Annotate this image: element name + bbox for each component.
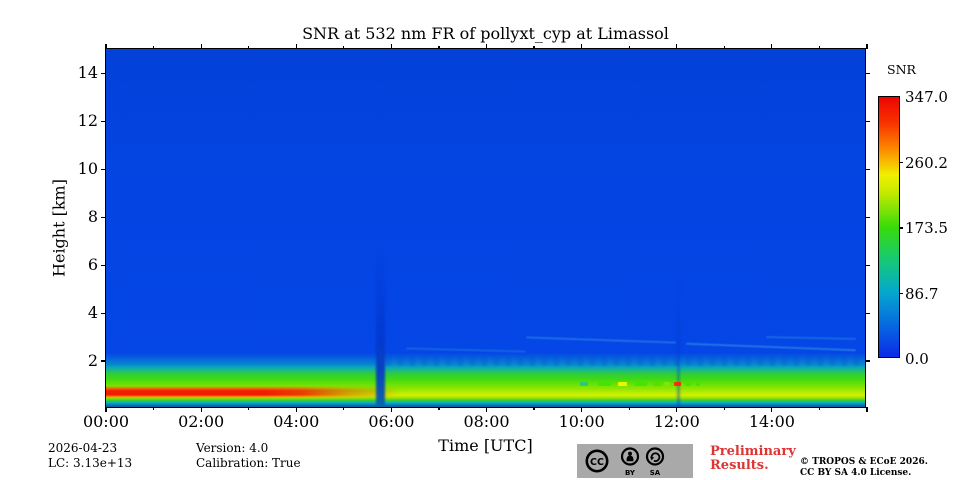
y-tick-label: 10 <box>77 159 98 179</box>
x-tick-label: 08:00 <box>463 412 510 431</box>
colorbar-tick-label: 0.0 <box>905 350 929 368</box>
cc-by-sa-badge-icon: CC BY SA <box>577 444 693 478</box>
y-tick-label: 6 <box>87 255 98 275</box>
high-snr-speck <box>663 382 670 386</box>
x-axis-label: Time [UTC] <box>438 436 533 455</box>
y-tick-label: 12 <box>77 111 98 131</box>
surface-high-snr-band <box>106 386 411 398</box>
plot-area: 00:00 02:00 04:00 06:00 08:00 10:00 12:00 14:00… <box>78 44 870 431</box>
x-tick-label: 12:00 <box>653 412 700 431</box>
heatmap-canvas <box>106 49 865 407</box>
x-tick-label: 14:00 <box>748 412 795 431</box>
share-alike-arrow-icon <box>650 452 661 462</box>
colorbar-tick-label: 260.2 <box>905 153 948 172</box>
high-snr-speck <box>634 382 647 386</box>
svg-text:CC: CC <box>590 457 604 468</box>
high-snr-speck <box>580 382 589 386</box>
colorbar-tick-label: 86.7 <box>905 284 939 303</box>
person-icon <box>628 451 632 456</box>
y-tick-label: 2 <box>87 351 98 371</box>
measurement-date: 2026-04-23 <box>48 441 118 455</box>
version-label: Version: 4.0 <box>196 441 269 455</box>
x-tick-label: 06:00 <box>368 412 415 431</box>
high-snr-speck <box>617 382 627 386</box>
y-tick-label: 4 <box>87 303 98 323</box>
preliminary-results-watermark: Preliminary Results. <box>710 444 796 473</box>
colorbar-tick-label: 347.0 <box>905 88 948 106</box>
y-axis-label: Height [km] <box>49 179 69 277</box>
x-tick-label: 10:00 <box>558 412 605 431</box>
high-snr-speck <box>695 382 700 386</box>
y-tick-label: 14 <box>77 63 98 83</box>
copyright-notice: © TROPOS & ECoE 2026. CC BY SA 4.0 Licen… <box>800 457 928 478</box>
calibration-label: Calibration: True <box>196 456 301 470</box>
high-snr-speck <box>674 382 682 386</box>
boundary-layer-band <box>106 353 865 407</box>
colorbar: 0.0 86.7 173.5 260.2 347.0 <box>878 88 948 368</box>
x-tick-label: 04:00 <box>273 412 320 431</box>
high-snr-speck <box>652 382 661 386</box>
high-snr-speck <box>684 382 691 386</box>
high-snr-speck <box>597 382 611 386</box>
faint-gap-stripe <box>677 277 680 407</box>
band-top-texture <box>386 357 865 366</box>
heatmap-background <box>106 49 865 407</box>
data-gap-stripe <box>376 249 385 407</box>
colorbar-title: SNR <box>887 62 916 77</box>
svg-text:BY: BY <box>625 469 636 477</box>
x-tick-label: 00:00 <box>82 412 130 431</box>
chart-title: SNR at 532 nm FR of pollyxt_cyp at Limas… <box>302 24 669 43</box>
y-tick-label: 8 <box>87 207 98 227</box>
colorbar-tick-label: 173.5 <box>905 219 948 237</box>
svg-text:SA: SA <box>650 469 661 477</box>
x-tick-label: 02:00 <box>178 412 225 431</box>
lidar-constant: LC: 3.13e+13 <box>48 456 133 470</box>
